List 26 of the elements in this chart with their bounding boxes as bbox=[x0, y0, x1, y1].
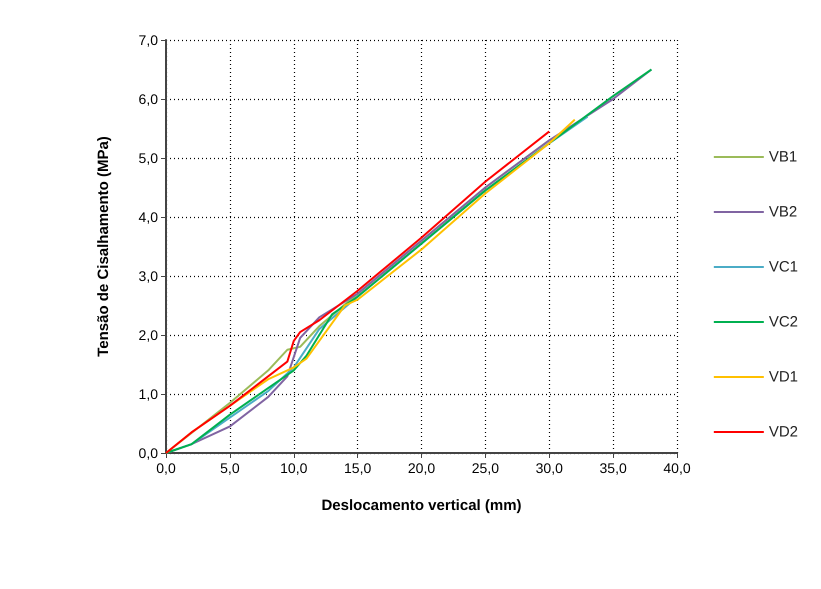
x-tick-label: 0,0 bbox=[156, 460, 176, 476]
legend-label: VD2 bbox=[768, 424, 798, 440]
x-tick-label: 40,0 bbox=[663, 460, 691, 476]
y-tick-label: 7,0 bbox=[138, 32, 158, 48]
legend-label: VB1 bbox=[768, 148, 798, 166]
legend-label: VC2 bbox=[768, 314, 798, 330]
legend-label: VB2 bbox=[768, 204, 798, 220]
legend-label: VC1 bbox=[768, 258, 798, 276]
x-tick-label: 5,0 bbox=[220, 460, 240, 476]
y-tick-label: 3,0 bbox=[138, 268, 158, 284]
y-tick-label: 5,0 bbox=[138, 150, 158, 166]
line-series bbox=[165, 68, 652, 454]
y-tick-label: 4,0 bbox=[138, 209, 158, 225]
x-tick-label: 35,0 bbox=[600, 460, 627, 476]
y-tick-label: 1,0 bbox=[138, 386, 158, 402]
x-axis-title: Deslocamento vertical (mm) bbox=[321, 497, 522, 514]
y-axis-title: Tensão de Cisalhamento (MPa) bbox=[95, 136, 112, 357]
y-tick-label: 0,0 bbox=[138, 445, 158, 461]
y-tick-label: 2,0 bbox=[138, 327, 158, 343]
x-tick-label: 10,0 bbox=[280, 460, 308, 476]
x-tick-label: 20,0 bbox=[408, 460, 436, 476]
x-tick-label: 15,0 bbox=[344, 460, 372, 476]
y-tick-label: 6,0 bbox=[138, 91, 158, 107]
legend-label: VD1 bbox=[768, 368, 798, 386]
x-tick-label: 30,0 bbox=[536, 460, 564, 476]
x-tick-label: 25,0 bbox=[472, 460, 500, 476]
